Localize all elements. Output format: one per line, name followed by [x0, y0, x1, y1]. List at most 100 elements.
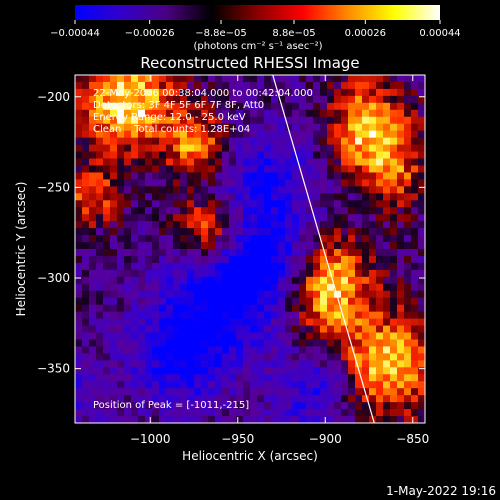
heatmap-cell: [201, 137, 209, 146]
heatmap-cell: [159, 109, 167, 118]
heatmap-cell: [292, 304, 300, 313]
heatmap-cell: [264, 123, 272, 132]
heatmap-cell: [397, 221, 405, 229]
heatmap-cell: [418, 221, 425, 229]
heatmap-cell: [152, 283, 160, 292]
heatmap-cell: [369, 95, 377, 104]
heatmap-cell: [110, 262, 118, 271]
heatmap-cell: [390, 75, 398, 83]
heatmap-cell: [208, 290, 216, 299]
heatmap-cell: [166, 200, 174, 208]
heatmap-cell: [397, 395, 405, 403]
heatmap-cell: [96, 116, 104, 125]
heatmap-cell: [159, 88, 167, 97]
heatmap-cell: [124, 235, 132, 243]
heatmap-cell: [411, 102, 419, 111]
heatmap-cell: [411, 200, 419, 208]
heatmap-cell: [215, 116, 223, 125]
heatmap-cell: [82, 144, 90, 153]
heatmap-cell: [159, 116, 167, 125]
heatmap-cell: [383, 200, 391, 208]
heatmap-cell: [96, 123, 104, 132]
heatmap-cell: [362, 374, 370, 382]
heatmap-cell: [236, 109, 244, 118]
heatmap-cell: [82, 200, 90, 208]
heatmap-cell: [201, 193, 209, 201]
heatmap-cell: [229, 102, 237, 111]
heatmap-cell: [187, 353, 195, 361]
heatmap-cell: [362, 325, 370, 334]
heatmap-cell: [138, 88, 146, 97]
heatmap-cell: [306, 255, 314, 264]
heatmap-cell: [131, 416, 139, 423]
heatmap-cell: [320, 367, 328, 375]
heatmap-cell: [208, 193, 216, 201]
heatmap-cell: [243, 276, 251, 285]
heatmap-cell: [264, 353, 272, 361]
heatmap-cell: [404, 193, 412, 201]
heatmap-cell: [383, 360, 391, 368]
heatmap-cell: [124, 200, 132, 208]
heatmap-cell: [110, 214, 118, 222]
heatmap-cell: [355, 311, 363, 320]
heatmap-cell: [117, 144, 125, 153]
heatmap-cell: [201, 102, 209, 111]
heatmap-cell: [292, 228, 300, 236]
heatmap-cell: [166, 304, 174, 313]
heatmap-cell: [201, 109, 209, 118]
heatmap-cell: [320, 144, 328, 153]
heatmap-cell: [327, 318, 335, 327]
heatmap-cell: [264, 339, 272, 348]
heatmap-cell: [138, 165, 146, 174]
heatmap-cell: [152, 158, 160, 167]
heatmap-cell: [124, 137, 132, 146]
heatmap-cell: [208, 102, 216, 111]
heatmap-cell: [180, 158, 188, 167]
heatmap-cell: [187, 262, 195, 271]
heatmap-cell: [327, 311, 335, 320]
heatmap-cell: [376, 402, 384, 410]
heatmap-cell: [404, 165, 412, 174]
heatmap-cell: [278, 75, 286, 83]
heatmap-cell: [306, 381, 314, 389]
heatmap-cell: [418, 339, 425, 348]
heatmap-cell: [222, 81, 230, 90]
heatmap-cell: [264, 297, 272, 306]
heatmap-cell: [103, 179, 111, 187]
heatmap-cell: [96, 409, 104, 417]
heatmap-cell: [243, 235, 251, 243]
heatmap-cell: [180, 409, 188, 417]
heatmap-cell: [229, 249, 237, 257]
heatmap-cell: [243, 200, 251, 208]
heatmap-cell: [285, 249, 293, 257]
heatmap-cell: [313, 381, 321, 389]
heatmap-cell: [201, 158, 209, 167]
heatmap-cell: [348, 207, 356, 215]
heatmap-cell: [397, 276, 405, 285]
heatmap-cell: [250, 339, 258, 348]
heatmap-cell: [75, 137, 83, 146]
heatmap-cell: [257, 200, 265, 208]
heatmap-cell: [152, 165, 160, 174]
heatmap-cell: [397, 75, 405, 83]
heatmap-cell: [75, 416, 83, 423]
heatmap-cell: [194, 367, 202, 375]
heatmap-cell: [285, 235, 293, 243]
heatmap-cell: [355, 81, 363, 90]
heatmap-cell: [201, 318, 209, 327]
heatmap-cell: [82, 311, 90, 320]
heatmap-cell: [201, 235, 209, 243]
heatmap-cell: [292, 235, 300, 243]
heatmap-cell: [243, 193, 251, 201]
heatmap-cell: [131, 360, 139, 368]
heatmap-cell: [103, 353, 111, 361]
heatmap-cell: [411, 332, 419, 341]
heatmap-cell: [222, 290, 230, 299]
heatmap-cell: [376, 221, 384, 229]
heatmap-cell: [124, 381, 132, 389]
heatmap-cell: [208, 95, 216, 104]
heatmap-cell: [327, 158, 335, 167]
heatmap-cell: [82, 75, 90, 83]
heatmap-cell: [418, 81, 425, 90]
heatmap-cell: [173, 269, 181, 278]
